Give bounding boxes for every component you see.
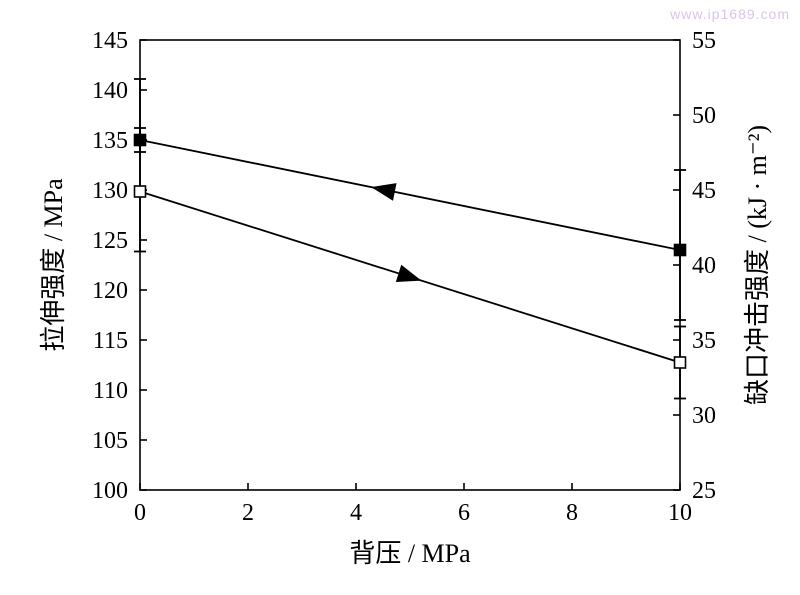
svg-text:100: 100 xyxy=(92,478,128,504)
svg-text:4: 4 xyxy=(350,500,362,526)
svg-text:6: 6 xyxy=(458,500,470,526)
svg-text:50: 50 xyxy=(692,103,716,129)
svg-text:2: 2 xyxy=(242,500,254,526)
svg-text:45: 45 xyxy=(692,178,716,204)
svg-text:8: 8 xyxy=(566,500,578,526)
svg-text:0: 0 xyxy=(134,500,146,526)
svg-text:135: 135 xyxy=(92,128,128,154)
svg-text:10: 10 xyxy=(668,500,692,526)
svg-text:125: 125 xyxy=(92,228,128,254)
svg-text:25: 25 xyxy=(692,478,716,504)
svg-text:55: 55 xyxy=(692,28,716,54)
svg-text:110: 110 xyxy=(93,378,128,404)
svg-text:拉伸强度 / MPa: 拉伸强度 / MPa xyxy=(39,178,68,352)
svg-text:120: 120 xyxy=(92,278,128,304)
svg-text:30: 30 xyxy=(692,403,716,429)
svg-text:40: 40 xyxy=(692,253,716,279)
svg-text:140: 140 xyxy=(92,78,128,104)
svg-text:35: 35 xyxy=(692,328,716,354)
watermark-text: www.ip1689.com xyxy=(670,6,790,22)
svg-text:145: 145 xyxy=(92,28,128,54)
svg-text:130: 130 xyxy=(92,178,128,204)
svg-text:缺口冲击强度 / (kJ · m⁻²): 缺口冲击强度 / (kJ · m⁻²) xyxy=(743,125,772,405)
svg-text:115: 115 xyxy=(93,328,128,354)
dual-axis-chart: 0 2 4 6 8 10 背压 / MPa 100 105 110 115 120 125 130 135 1… xyxy=(0,0,800,595)
svg-text:105: 105 xyxy=(92,428,128,454)
svg-text:背压 / MPa: 背压 / MPa xyxy=(349,539,471,568)
